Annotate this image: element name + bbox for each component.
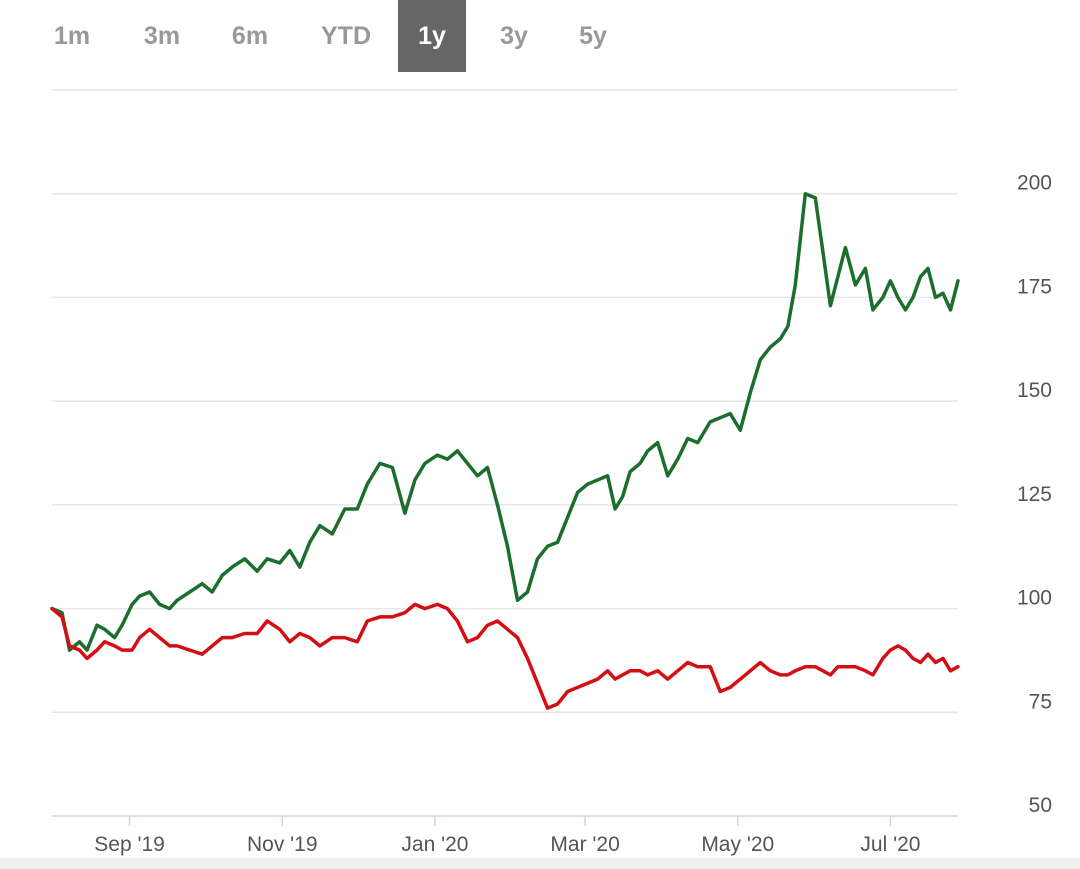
x-tick-label: May '20 bbox=[701, 833, 774, 856]
range-button-1m[interactable]: 1m bbox=[53, 21, 91, 50]
x-tick-label: Jan '20 bbox=[401, 833, 468, 856]
y-grid bbox=[52, 89, 958, 714]
y-tick-label: 150 bbox=[1017, 379, 1052, 402]
range-button-6m[interactable]: 6m bbox=[231, 21, 269, 50]
y-tick-label: 200 bbox=[1017, 172, 1052, 195]
series-line-1 bbox=[50, 191, 960, 652]
series-lines bbox=[50, 191, 960, 710]
range-button-3m[interactable]: 3m bbox=[143, 21, 181, 50]
series-line-2 bbox=[50, 602, 960, 710]
x-tick-label: Jul '20 bbox=[860, 833, 920, 856]
range-button-1y[interactable]: 1y bbox=[398, 0, 466, 72]
x-tick-label: Mar '20 bbox=[550, 833, 619, 856]
y-tick-label: 125 bbox=[1017, 483, 1052, 506]
y-tick-label: 100 bbox=[1017, 587, 1052, 610]
range-button-ytd[interactable]: YTD bbox=[321, 21, 371, 50]
y-tick-label: 175 bbox=[1017, 275, 1052, 298]
range-button-3y[interactable]: 3y bbox=[500, 21, 528, 50]
x-tick-label: Nov '19 bbox=[247, 833, 318, 856]
y-tick-label: 50 bbox=[1029, 794, 1052, 817]
range-button-5y[interactable]: 5y bbox=[579, 21, 607, 50]
x-tick-label: Sep '19 bbox=[94, 833, 165, 856]
bottom-strip bbox=[0, 858, 1080, 869]
y-axis: 50 75 100 125 150 175 200 bbox=[1017, 172, 1052, 817]
range-selector: 1m 3m 6m YTD 1y 3y 5y bbox=[26, 0, 632, 72]
x-axis: Sep '19 Nov '19 Jan '20 Mar '20 May '20 Jul '… bbox=[94, 816, 920, 856]
y-tick-label: 75 bbox=[1029, 690, 1052, 713]
